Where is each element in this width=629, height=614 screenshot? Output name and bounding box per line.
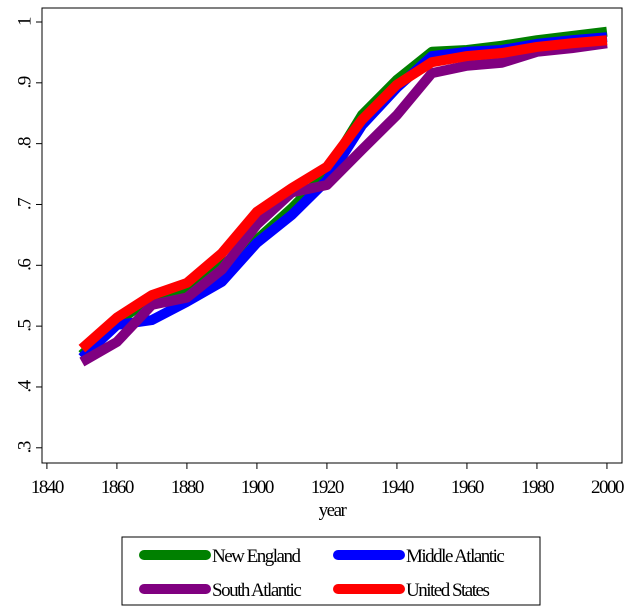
x-tick-label: 1860 [101,477,134,498]
x-tick-label: 1940 [381,477,414,498]
y-tick-label: .7 [14,198,35,210]
x-tick-label: 1980 [521,477,554,498]
y-tick-label: .6 [14,259,35,271]
legend-label: South Atlantic [212,580,301,601]
plot-frame [41,7,623,464]
x-tick-label: 2000 [591,477,624,498]
legend-label: United States [406,580,489,601]
y-tick-label: .4 [14,379,35,392]
x-axis-title: year [319,500,348,521]
series-line [79,38,608,367]
legend-label: New England [212,546,301,567]
y-tick-label: .3 [14,441,35,453]
x-tick-label: 1920 [311,477,344,498]
x-tick-label: 1900 [241,477,274,498]
y-tick-label: .9 [14,76,35,88]
series-line [78,35,608,353]
legend-label: Middle Atlantic [406,546,504,567]
y-tick-label: .5 [14,320,35,332]
x-tick-label: 1880 [171,477,204,498]
x-tick-label: 1840 [31,477,64,498]
y-tick-label: 1 [14,17,35,26]
y-tick-label: .8 [14,137,35,149]
x-tick-label: 1960 [451,477,484,498]
